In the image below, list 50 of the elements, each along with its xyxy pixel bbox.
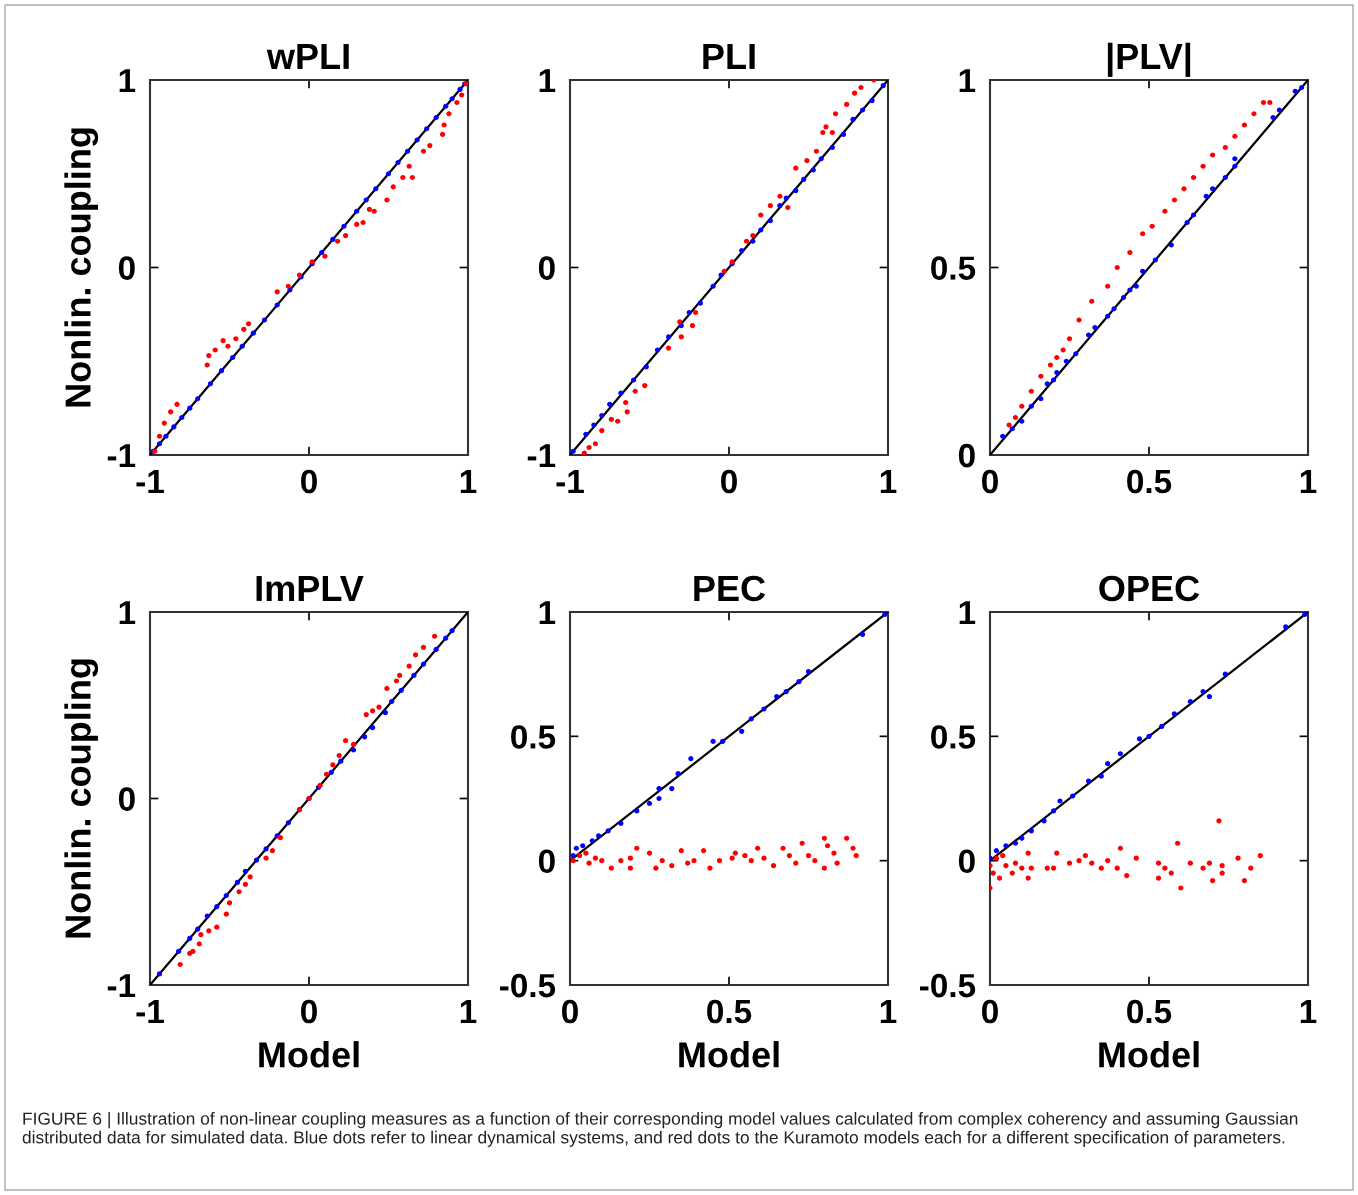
x-tick-label: -1 xyxy=(136,1000,164,1024)
x-tick-label: 0 xyxy=(982,469,998,494)
chart-title: PLI xyxy=(703,44,755,69)
chart-title: |PLV| xyxy=(1107,42,1191,77)
y-tick-label: 0.5 xyxy=(511,725,556,749)
y-tick-label: 0 xyxy=(118,787,135,811)
y-tick-label: -0.5 xyxy=(499,973,556,998)
y-tick-label: -1 xyxy=(107,974,136,998)
y-tick-label: 0 xyxy=(958,443,975,468)
chart-title: wPLI xyxy=(266,44,349,69)
y-tick-label: 1 xyxy=(119,69,136,93)
y-axis-title: Nonlin. coupling xyxy=(64,128,99,407)
x-axis-title: Model xyxy=(679,1041,779,1068)
x-tick-label: 1 xyxy=(880,470,897,494)
x-tick-label: 1 xyxy=(1300,1000,1317,1024)
x-tick-label: 0 xyxy=(562,999,578,1024)
y-tick-label: -1 xyxy=(107,444,136,468)
x-tick-label: 0 xyxy=(721,469,737,494)
y-tick-label: 0 xyxy=(538,849,555,874)
y-tick-label: -0.5 xyxy=(919,973,976,998)
y-tick-label: 0 xyxy=(958,849,975,874)
y-tick-label: 1 xyxy=(959,69,976,93)
y-tick-label: 1 xyxy=(539,601,556,625)
y-tick-label: 0.5 xyxy=(931,725,976,749)
x-tick-label: -1 xyxy=(556,470,584,494)
x-tick-label: 1 xyxy=(460,1000,477,1024)
x-tick-label: -1 xyxy=(136,470,164,494)
x-axis-title: Model xyxy=(1099,1041,1199,1068)
x-tick-label: 0.5 xyxy=(1127,469,1172,494)
y-tick-label: 1 xyxy=(959,601,976,625)
x-tick-label: 0.5 xyxy=(707,999,752,1024)
chart-title: PEC xyxy=(694,575,766,602)
y-tick-label: -1 xyxy=(527,444,556,468)
x-tick-label: 1 xyxy=(880,1000,897,1024)
y-axis-title: Nonlin. coupling xyxy=(64,659,99,938)
caption: FIGURE 6 | Illustration of non-linear coupling measures as a function of their corresponding model values calculated from complex coherency and assuming Gaussian distributed data for simulated data. Blue dots refer to linear dynamical systems, and red dots to the Kuramoto models each for a different specification of parameters. xyxy=(22,1112,1298,1147)
x-tick-label: 0 xyxy=(982,999,998,1024)
x-tick-label: 0.5 xyxy=(1127,999,1172,1024)
x-tick-label: 1 xyxy=(1300,470,1317,494)
x-axis-title: Model xyxy=(259,1041,359,1068)
x-tick-label: 0 xyxy=(301,469,317,494)
y-tick-label: 0.5 xyxy=(931,256,976,280)
y-tick-label: 0 xyxy=(118,256,135,280)
y-tick-label: 1 xyxy=(539,69,556,93)
x-tick-label: 0 xyxy=(301,999,317,1024)
y-tick-label: 1 xyxy=(119,601,136,625)
x-tick-label: 1 xyxy=(460,470,477,494)
y-tick-label: 0 xyxy=(538,256,555,280)
chart-title: OPEC xyxy=(1099,575,1200,602)
chart-title: ImPLV xyxy=(256,576,364,601)
